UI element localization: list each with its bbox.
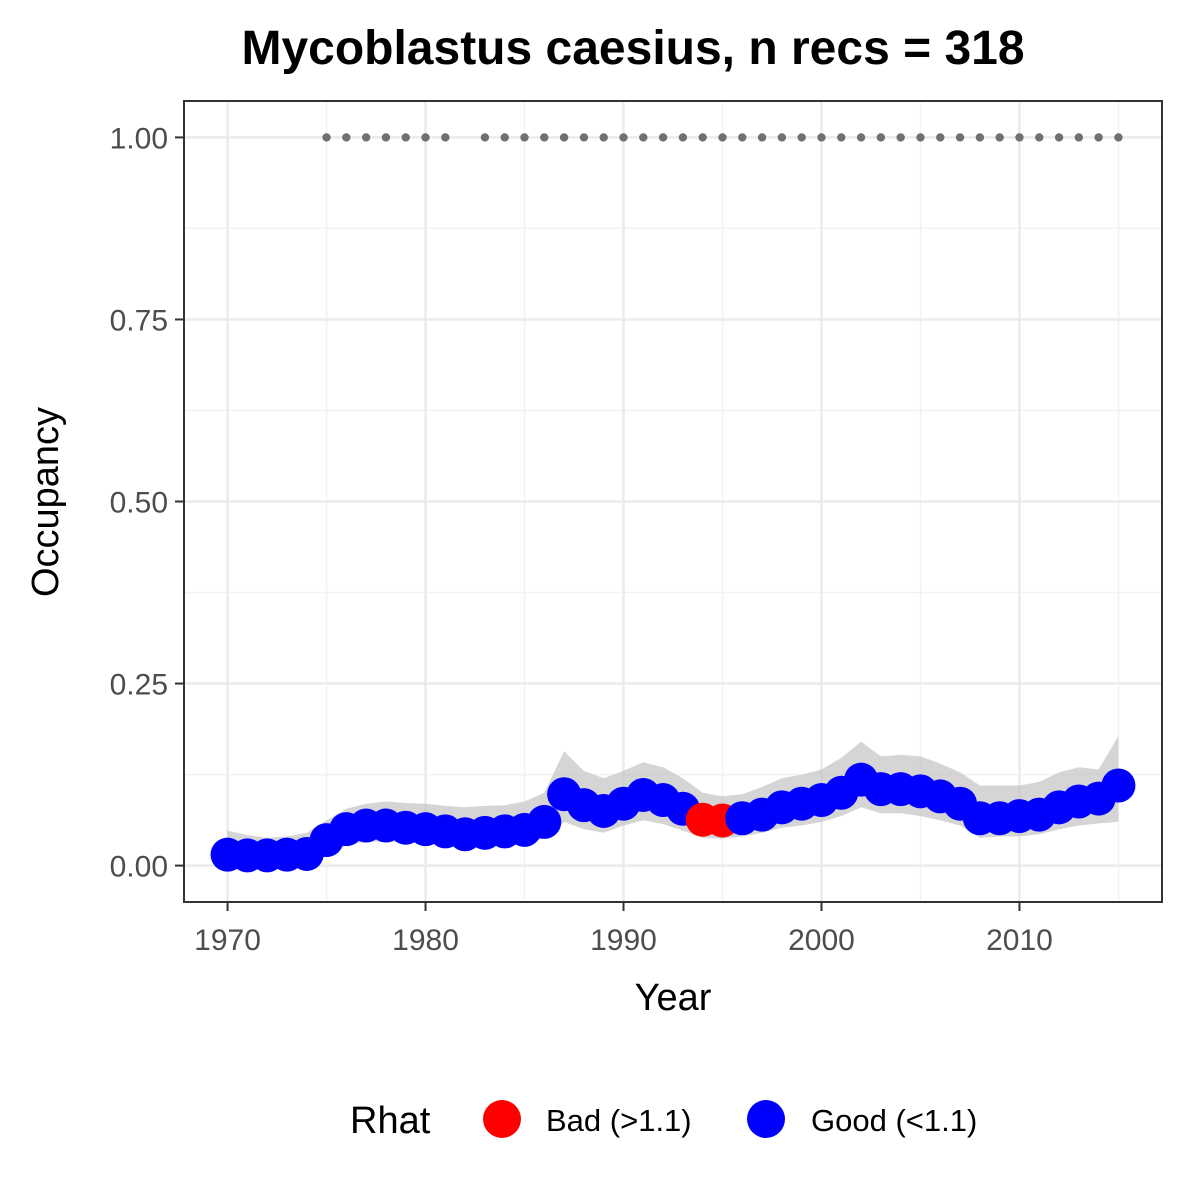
record-dot — [1094, 133, 1103, 142]
record-dot — [955, 133, 965, 142]
y-tick-label: 0.75 — [110, 304, 168, 337]
record-dot — [698, 133, 707, 142]
record-dot — [540, 133, 549, 142]
record-dot — [1054, 133, 1064, 142]
record-dot — [1035, 133, 1044, 142]
record-dot — [421, 133, 430, 142]
record-dot — [441, 133, 450, 142]
record-dot — [401, 133, 410, 142]
record-dot — [520, 133, 529, 142]
record-dot — [559, 133, 569, 142]
record-dot — [1114, 133, 1123, 142]
record-dots-layer — [322, 133, 1123, 142]
record-dot — [322, 133, 331, 142]
record-dot — [480, 133, 490, 142]
record-dot — [579, 133, 589, 142]
occupancy-points-layer — [210, 762, 1136, 873]
record-dot — [936, 133, 945, 142]
occupancy-point-good — [527, 804, 562, 839]
y-axis-title: Occupancy — [25, 407, 67, 597]
record-dot — [658, 133, 668, 142]
legend-bad-label: Bad (>1.1) — [546, 1103, 692, 1138]
record-dot — [1074, 133, 1084, 142]
legend-good-label: Good (<1.1) — [811, 1103, 977, 1138]
record-dot — [342, 133, 351, 142]
record-dot — [837, 133, 846, 142]
record-dot — [995, 133, 1004, 142]
legend-title: Rhat — [350, 1100, 431, 1142]
record-dot — [500, 133, 509, 142]
legend-good-key — [747, 1100, 785, 1138]
record-dot — [757, 133, 767, 142]
record-dot — [738, 133, 747, 142]
legend-bad-key — [483, 1100, 521, 1138]
record-dot — [856, 133, 866, 142]
x-tick-label: 2000 — [788, 924, 855, 957]
y-tick-label: 0.25 — [110, 669, 168, 702]
record-dot — [797, 133, 806, 142]
record-dot — [381, 133, 391, 142]
record-dot — [876, 133, 886, 142]
record-dot — [1015, 133, 1024, 142]
y-tick-label: 1.00 — [110, 122, 168, 155]
record-dot — [916, 133, 925, 142]
record-dot — [678, 133, 688, 142]
record-dot — [619, 133, 628, 142]
record-dot — [599, 133, 608, 142]
record-dot — [975, 133, 985, 142]
record-dot — [777, 133, 787, 142]
record-dot — [896, 133, 905, 142]
record-dot — [639, 133, 648, 142]
x-tick-label: 1970 — [194, 924, 261, 957]
x-tick-label: 1980 — [392, 924, 459, 957]
occupancy-point-good — [1101, 768, 1136, 803]
axis-layer: 1970 1980 1990 2000 2010 0.00 0.25 0.50 0.75 1.00 — [110, 122, 1053, 957]
legend: Rhat Bad (>1.1) Good (<1.1) — [350, 1100, 977, 1142]
chart-title: Mycoblastus caesius, n recs = 318 — [241, 22, 1024, 75]
x-tick-label: 2010 — [986, 924, 1053, 957]
x-tick-label: 1990 — [590, 924, 657, 957]
record-dot — [718, 133, 727, 142]
record-dot — [817, 133, 826, 142]
x-axis-title: Year — [635, 977, 712, 1019]
y-tick-label: 0.50 — [110, 487, 168, 520]
record-dot — [361, 133, 371, 142]
y-tick-label: 0.00 — [110, 851, 168, 884]
